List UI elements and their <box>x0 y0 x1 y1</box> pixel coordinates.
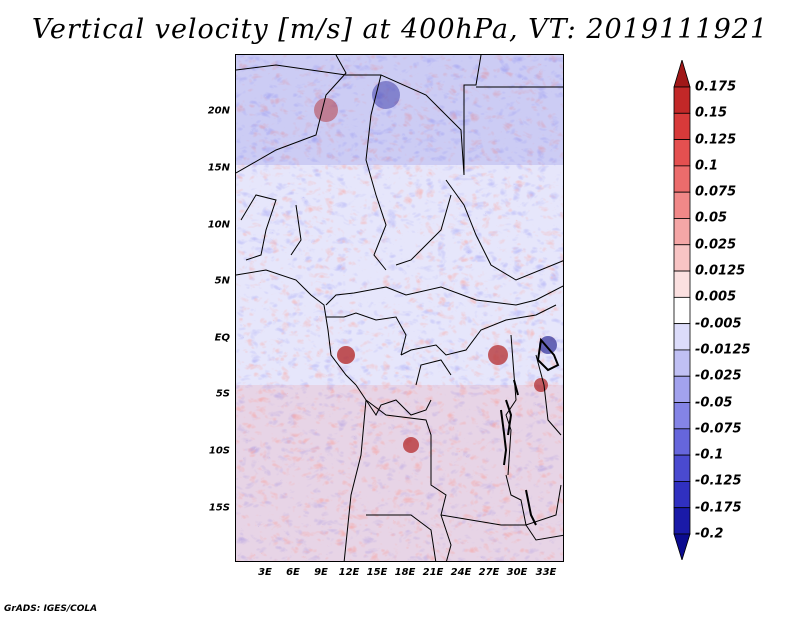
credit-text: GrADS: IGES/COLA <box>4 604 98 614</box>
colorbar-swatch <box>673 507 691 535</box>
lon-label-30e: 30E <box>506 567 528 578</box>
colorbar-level-label: 0.15 <box>695 105 728 121</box>
lat-label-15s: 15S <box>208 502 230 514</box>
lat-label-eq: EQ <box>214 332 230 344</box>
colorbar-swatch <box>673 481 691 509</box>
colorbar-top-arrow <box>673 60 691 88</box>
lon-label-6e: 6E <box>286 567 300 578</box>
colorbar-swatch <box>673 375 691 403</box>
colorbar-swatch <box>673 428 691 456</box>
lat-label-5n: 5N <box>214 275 230 287</box>
colorbar-level-label: -0.0125 <box>695 342 751 358</box>
map-title: Vertical velocity [m/s] at 400hPa, VT: 2… <box>31 14 769 45</box>
colorbar-level-label: -0.125 <box>695 473 742 489</box>
colorbar-level-label: -0.075 <box>695 421 742 437</box>
colorbar-level-label: 0.075 <box>695 184 737 200</box>
lon-label-21e: 21E <box>422 567 444 578</box>
lat-label-15n: 15N <box>207 162 230 174</box>
colorbar-level-label: 0.05 <box>695 210 728 226</box>
colorbar-swatch <box>673 165 691 193</box>
lon-label-3e: 3E <box>258 567 272 578</box>
colorbar-level-label: 0.005 <box>695 289 737 305</box>
colorbar-swatch <box>673 218 691 246</box>
northern-subsidence-band <box>236 55 563 165</box>
lakes <box>500 337 560 526</box>
lon-label-24e: 24E <box>450 567 472 578</box>
lon-label-33e: 33E <box>535 567 557 578</box>
lat-label-20n: 20N <box>207 105 230 117</box>
lat-label-10n: 10N <box>207 219 230 231</box>
map-panel <box>235 54 564 562</box>
colorbar-swatch <box>673 86 691 114</box>
vertical-velocity-field <box>236 55 563 561</box>
lat-label-5s: 5S <box>215 388 230 400</box>
colorbar-bottom-arrow <box>673 533 691 560</box>
colorbar-swatch <box>673 402 691 430</box>
colorbar-swatch <box>673 139 691 167</box>
colorbar-swatch <box>673 296 691 325</box>
colorbar-level-label: 0.125 <box>695 132 737 148</box>
lon-label-27e: 27E <box>478 567 500 578</box>
country-boundaries <box>236 55 563 561</box>
colorbar-swatch <box>673 244 691 272</box>
colorbar-swatch <box>673 112 691 140</box>
colorbar-level-label: -0.005 <box>695 316 742 332</box>
lon-label-9e: 9E <box>314 567 328 578</box>
lon-label-15e: 15E <box>366 567 388 578</box>
lon-label-12e: 12E <box>338 567 360 578</box>
colorbar <box>673 60 691 560</box>
colorbar-level-label: 0.025 <box>695 237 737 253</box>
colorbar-swatch <box>673 454 691 482</box>
colorbar-level-label: 0.175 <box>695 79 737 95</box>
colorbar-level-label: -0.1 <box>695 447 724 463</box>
colorbar-swatch <box>673 191 691 219</box>
convective-cells <box>314 81 557 453</box>
colorbar-swatch <box>673 349 691 377</box>
colorbar-level-label: -0.175 <box>695 500 742 516</box>
colorbar-level-label: -0.2 <box>695 526 724 542</box>
colorbar-swatch <box>673 323 691 351</box>
colorbar-swatch <box>673 270 691 298</box>
colorbar-level-label: 0.1 <box>695 158 719 174</box>
southern-ascent-band <box>236 385 563 561</box>
lat-label-10s: 10S <box>208 445 230 457</box>
colorbar-level-label: -0.025 <box>695 368 742 384</box>
colorbar-level-label: -0.05 <box>695 395 733 411</box>
colorbar-level-label: 0.0125 <box>695 263 746 279</box>
lon-label-18e: 18E <box>394 567 416 578</box>
